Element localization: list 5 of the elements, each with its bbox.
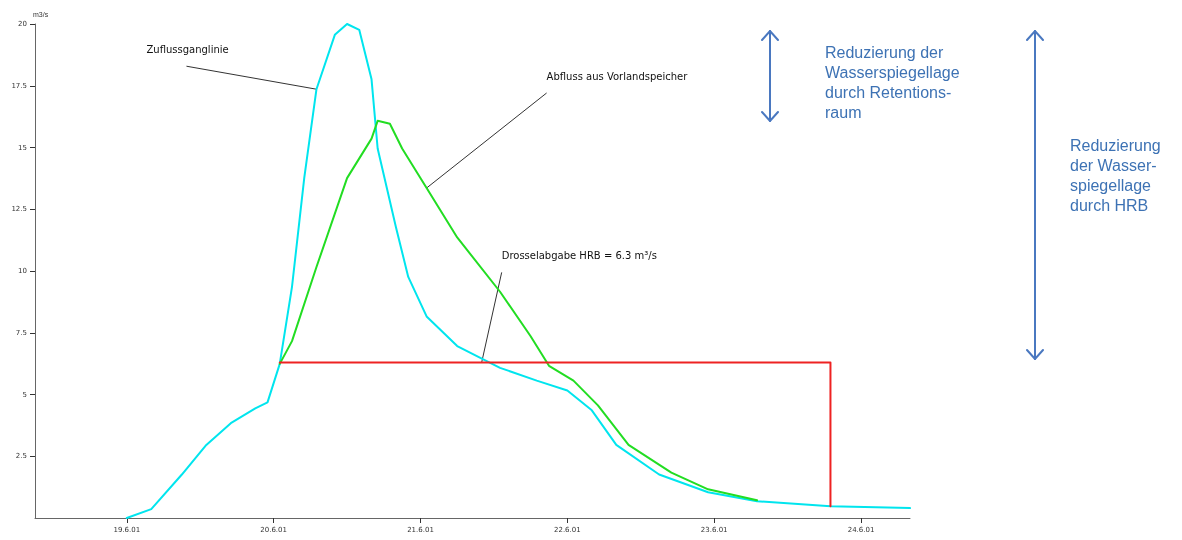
annotation: Abfluss aus Vorlandspeicher — [546, 70, 689, 82]
annotation: Zuflussganglinie — [146, 43, 229, 55]
annotation: Reduzierung der Wasserspiegellage durch Retentions- raum — [825, 43, 960, 121]
annotation: Drosselabgabe HRB = 6.3 m³/s — [501, 249, 657, 261]
text: Reduzierung der Wasser- spiegellage durch HRB — [1070, 136, 1161, 214]
